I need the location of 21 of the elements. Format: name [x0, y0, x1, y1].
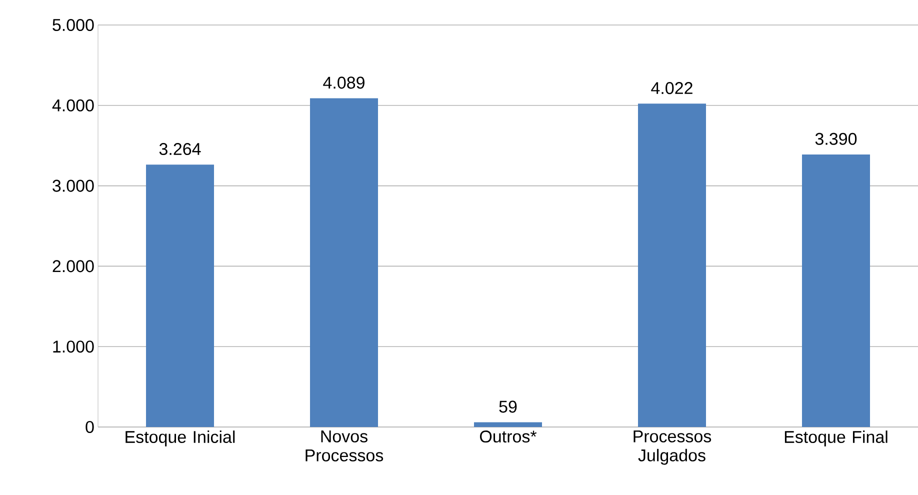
data-label: 3.390 [815, 132, 857, 145]
bar [638, 104, 706, 427]
data-label: 59 [499, 400, 517, 413]
x-tick-label: Estoque Inicial [126, 430, 235, 446]
y-tick-label: 4.000 [52, 99, 94, 112]
y-tick-label: 3.000 [52, 180, 94, 192]
data-label: 4.022 [651, 82, 692, 94]
x-tick-label: Estoque Final [784, 430, 888, 446]
x-tick-label: Outros* [480, 430, 537, 443]
data-label: 3.264 [159, 143, 201, 156]
y-tick-label: 2.000 [52, 260, 94, 272]
x-tick-label: Processos Julgados [634, 430, 712, 465]
y-tick-label: 1.000 [53, 340, 94, 353]
y-tick-label: 0 [86, 420, 94, 434]
y-tick-label: 5.000 [52, 18, 94, 32]
bar [474, 422, 542, 427]
bar [310, 98, 378, 427]
bar [146, 164, 214, 427]
data-label: 4.089 [323, 76, 364, 89]
bar [802, 154, 870, 427]
x-tick-label: Novos Processos [306, 430, 384, 462]
